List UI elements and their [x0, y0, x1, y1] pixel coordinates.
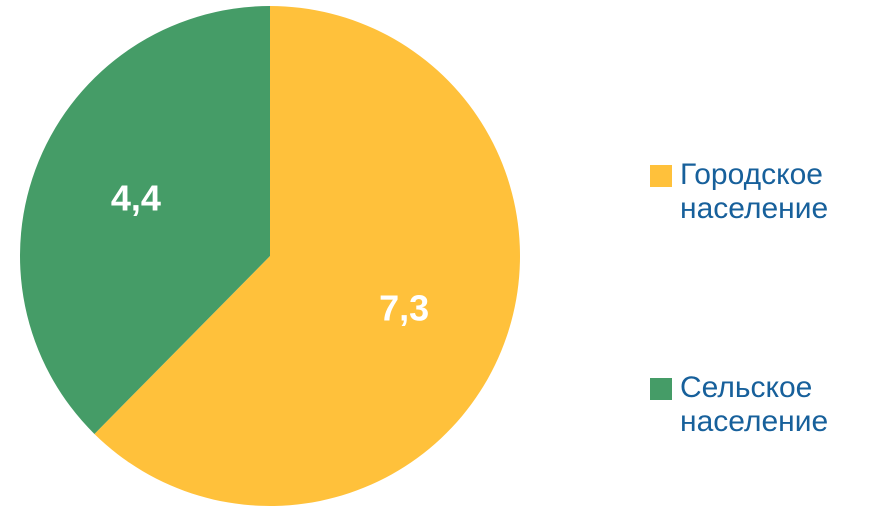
data-label: 7,3 — [379, 288, 429, 329]
legend-swatch — [650, 165, 672, 187]
legend-label: Сельское население — [680, 371, 829, 438]
legend-label: Городское население — [680, 158, 829, 225]
data-label: 4,4 — [111, 177, 161, 218]
legend-swatch — [650, 378, 672, 400]
legend-item: Городское население — [650, 158, 890, 226]
legend-item: Сельское население — [650, 371, 890, 439]
pie-slice — [20, 6, 271, 434]
pie-slice — [94, 6, 521, 506]
